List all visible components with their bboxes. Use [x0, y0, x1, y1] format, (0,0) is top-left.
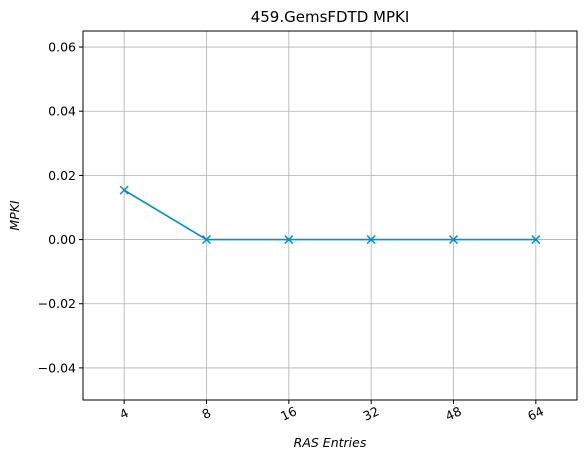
x-axis-label: RAS Entries — [294, 435, 367, 450]
marker-stroke — [531, 235, 541, 245]
grid-lines — [83, 31, 577, 400]
series-layer — [119, 185, 541, 245]
marker-stroke — [284, 235, 294, 245]
marker-stroke — [448, 235, 459, 245]
y-tick-label: 0.02 — [48, 168, 76, 183]
x-tick-label: 32 — [361, 403, 382, 423]
x-tick-label: 8 — [200, 405, 214, 422]
series-line — [123, 189, 536, 241]
marker-stroke — [366, 235, 376, 245]
y-tick-label: −0.02 — [38, 296, 76, 311]
data-point-marker — [448, 235, 459, 245]
y-tick-label: 0.06 — [48, 40, 76, 55]
x-tick-label: 4 — [117, 405, 131, 422]
y-axis-label: MPKI — [7, 200, 22, 231]
chart-title: 459.GemsFDTD MPKI — [251, 8, 410, 26]
x-tick-label: 64 — [525, 403, 546, 423]
data-point-marker — [366, 235, 376, 245]
y-tick-label: 0.00 — [48, 232, 76, 247]
data-point-marker — [119, 185, 129, 195]
y-axis-ticks: −0.04 −0.02 0.00 0.02 0.04 0.06 — [38, 40, 83, 375]
y-tick-label: 0.04 — [48, 104, 76, 119]
plot-frame — [82, 30, 578, 401]
data-point-marker — [201, 235, 212, 245]
x-axis-ticks: 4 8 16 32 48 64 — [117, 400, 546, 424]
marker-stroke — [201, 235, 212, 245]
data-point-marker — [531, 235, 541, 245]
x-tick-label: 16 — [278, 403, 299, 423]
x-tick-label: 48 — [443, 403, 464, 423]
y-tick-label: −0.04 — [38, 360, 76, 375]
data-point-marker — [284, 235, 294, 245]
marker-stroke — [119, 185, 129, 195]
